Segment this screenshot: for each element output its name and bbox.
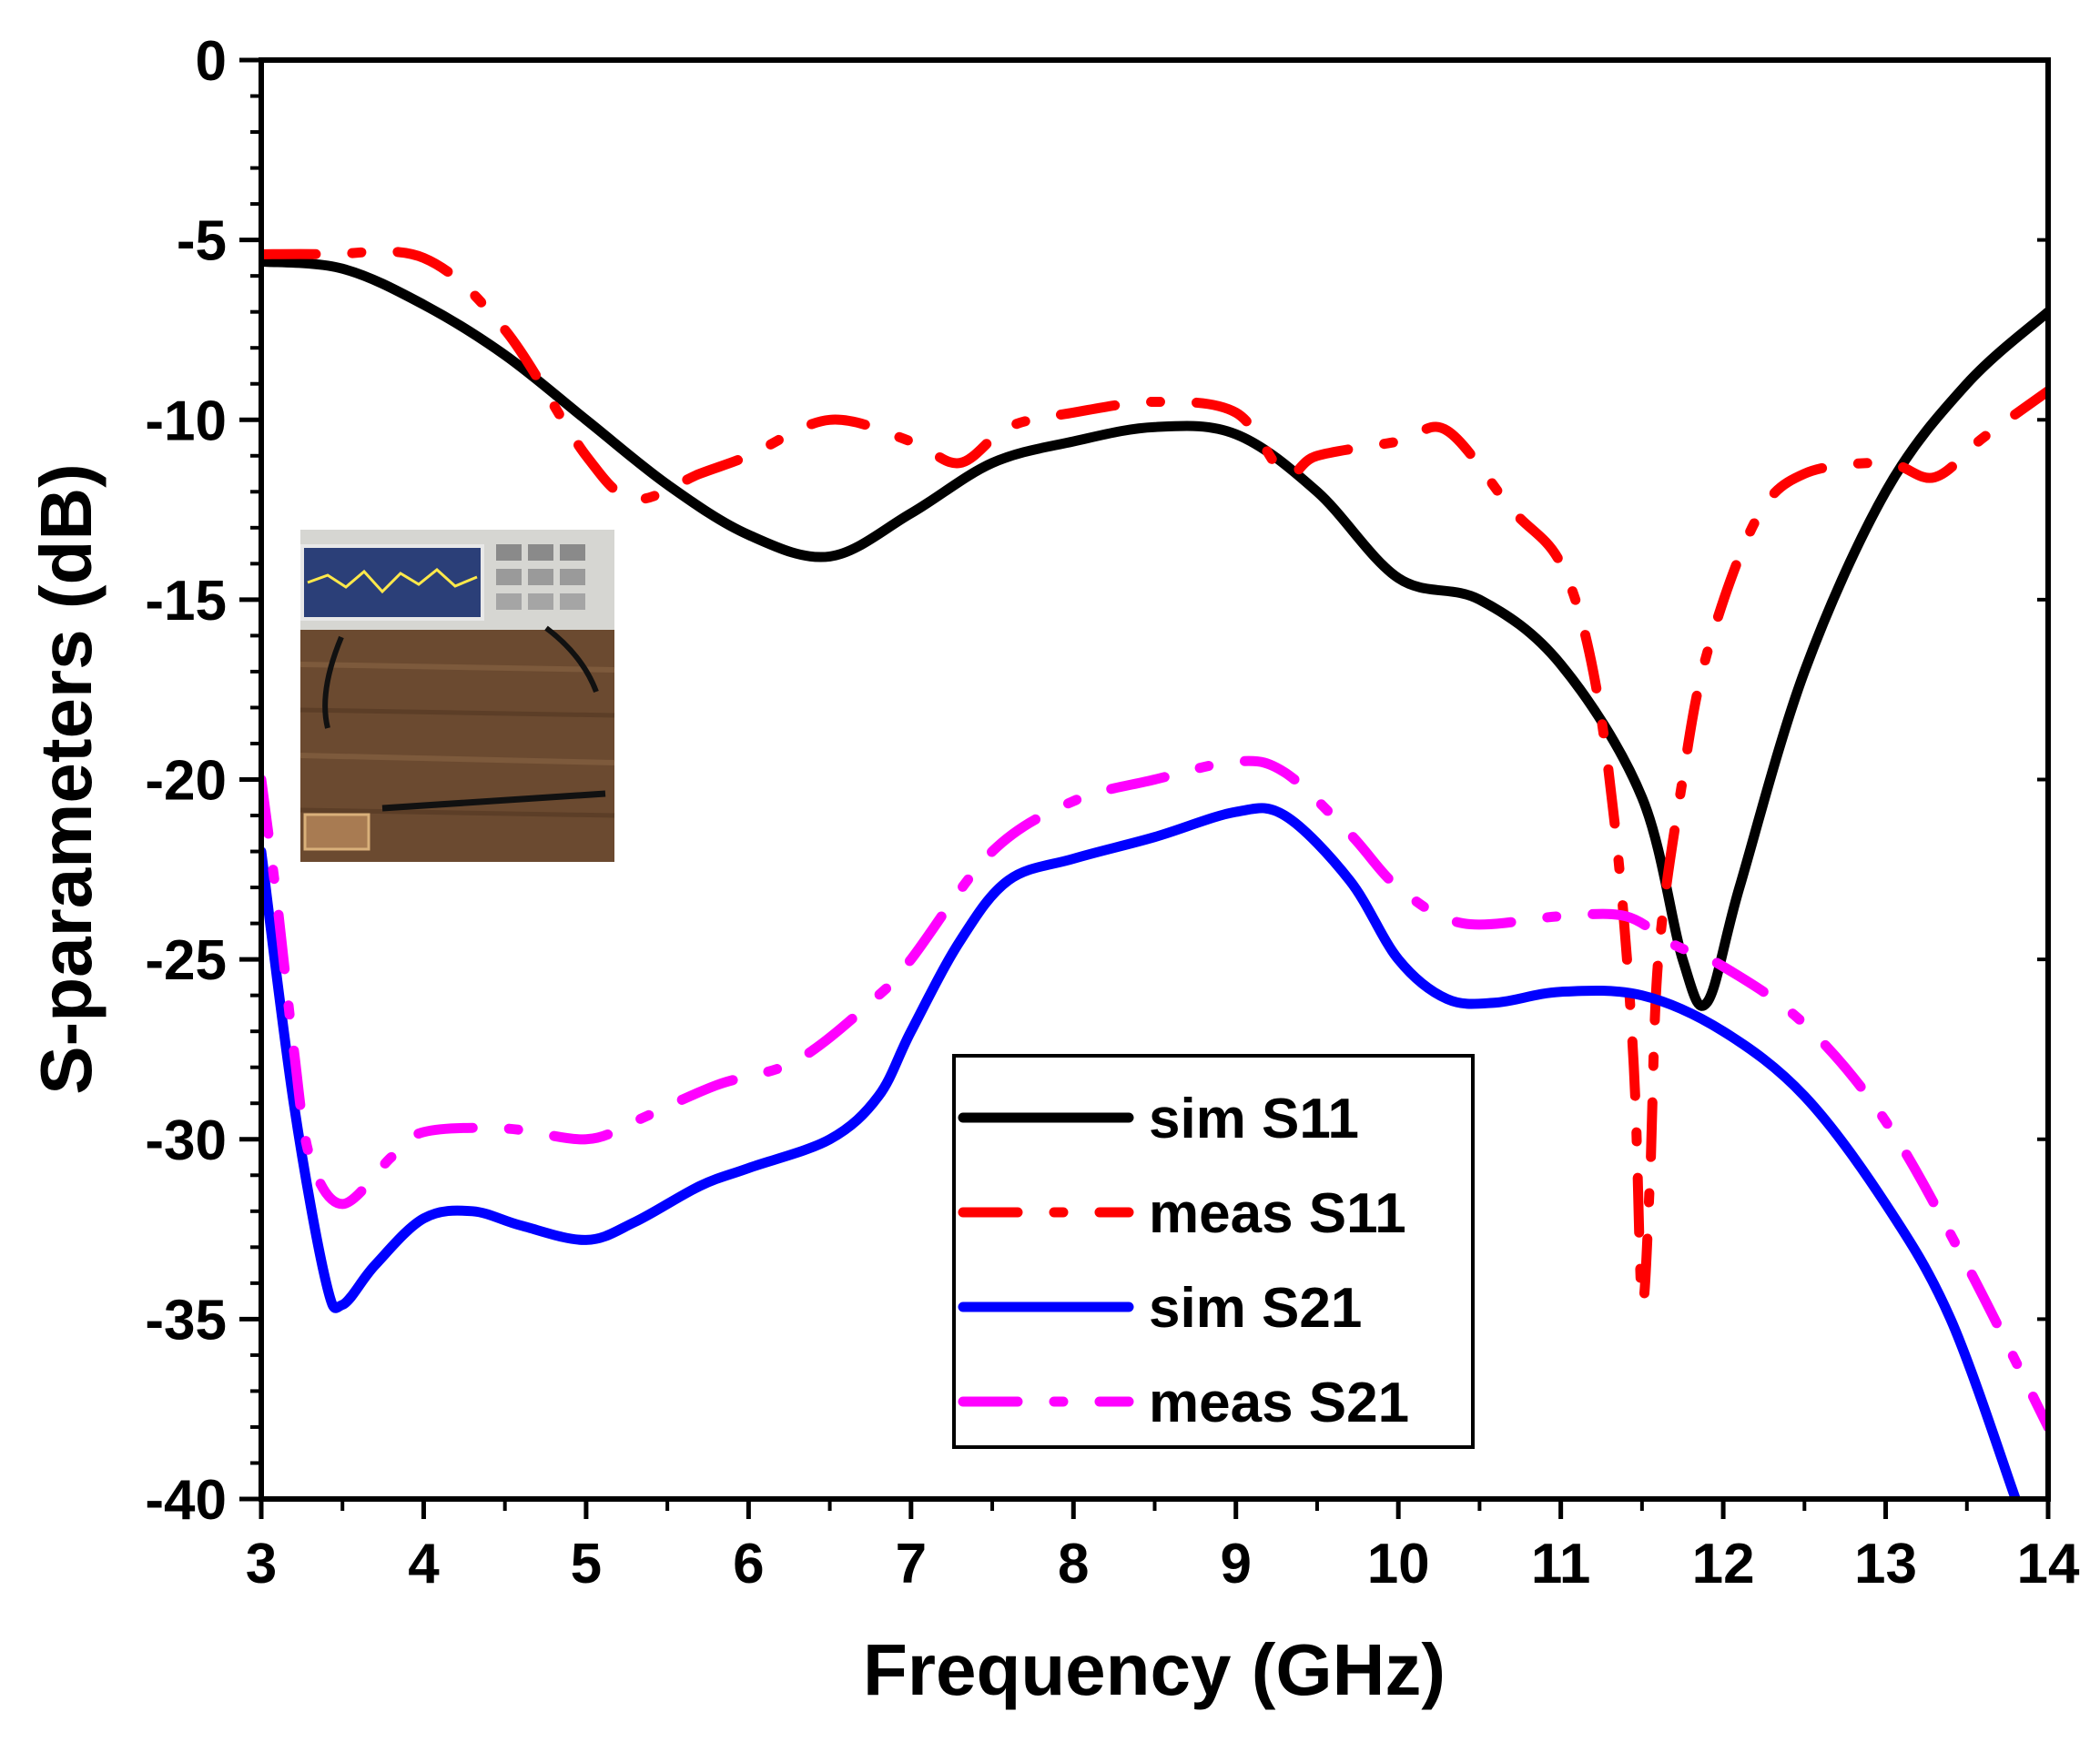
x-tick-label: 6 — [733, 1533, 764, 1595]
x-tick-label: 11 — [1531, 1533, 1591, 1595]
y-tick-label: -30 — [145, 1109, 227, 1172]
x-tick-label: 9 — [1220, 1533, 1251, 1595]
legend-label: sim S21 — [1149, 1277, 1362, 1340]
x-tick-label: 7 — [896, 1533, 927, 1595]
x-tick-label: 14 — [2017, 1533, 2080, 1595]
series-line-meas-s21 — [261, 755, 2048, 1433]
x-tick-label: 13 — [1854, 1533, 1917, 1595]
series-line-sim-s11 — [261, 256, 2048, 1011]
x-tick-label: 3 — [246, 1533, 277, 1595]
y-tick-label: -25 — [145, 929, 227, 992]
y-tick-label: -15 — [145, 570, 227, 633]
y-tick-label: -5 — [177, 210, 227, 273]
tick-labels: 3 4 5 6 7 8 9 10 11 12 13 14 0 -5 -10 -15 -20 -25 -30 -35 -4… — [145, 30, 2080, 1595]
legend-label: meas S11 — [1149, 1182, 1406, 1245]
legend-label: meas S21 — [1149, 1372, 1409, 1434]
series-layer — [261, 246, 2048, 1499]
inset-measurement-photo — [299, 530, 615, 862]
y-tick-label: -10 — [145, 390, 227, 452]
x-tick-label: 8 — [1058, 1533, 1089, 1595]
x-axis-title: Frequency (GHz) — [863, 1629, 1446, 1710]
legend: sim S11 meas S11 sim S21 meas S21 — [952, 1054, 1475, 1449]
axis-ticks — [239, 57, 2051, 1519]
x-tick-label: 4 — [408, 1533, 440, 1595]
legend-label: sim S11 — [1149, 1088, 1359, 1150]
y-tick-label: 0 — [196, 30, 227, 93]
y-tick-label: -20 — [145, 750, 227, 813]
y-tick-label: -35 — [145, 1289, 227, 1352]
series-line-meas-s11 — [261, 246, 2048, 1309]
x-tick-label: 12 — [1692, 1533, 1755, 1595]
plot-frame — [259, 57, 2051, 1502]
x-tick-label: 10 — [1367, 1533, 1430, 1595]
series-line-sim-s21 — [261, 803, 2021, 1499]
y-axis-title: S-parameters (dB) — [25, 463, 107, 1095]
x-tick-label: 5 — [571, 1533, 602, 1595]
y-tick-label: -40 — [145, 1469, 227, 1532]
